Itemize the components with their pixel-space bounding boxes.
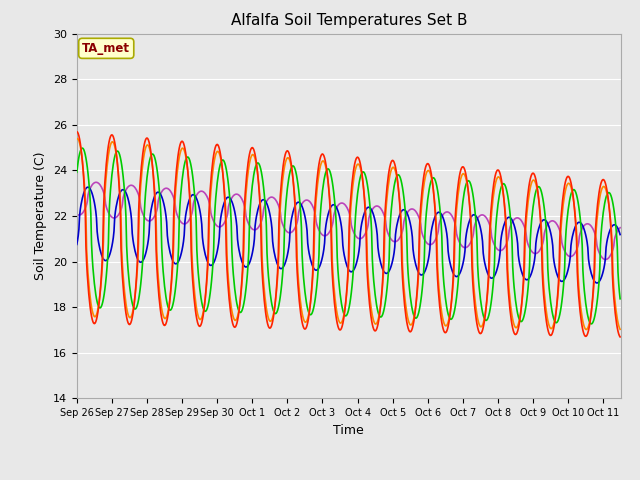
- Y-axis label: Soil Temperature (C): Soil Temperature (C): [35, 152, 47, 280]
- Legend: -2cm, -4cm, -8cm, -16cm, -32cm: -2cm, -4cm, -8cm, -16cm, -32cm: [148, 476, 549, 480]
- Text: TA_met: TA_met: [82, 42, 131, 55]
- X-axis label: Time: Time: [333, 424, 364, 437]
- Title: Alfalfa Soil Temperatures Set B: Alfalfa Soil Temperatures Set B: [230, 13, 467, 28]
